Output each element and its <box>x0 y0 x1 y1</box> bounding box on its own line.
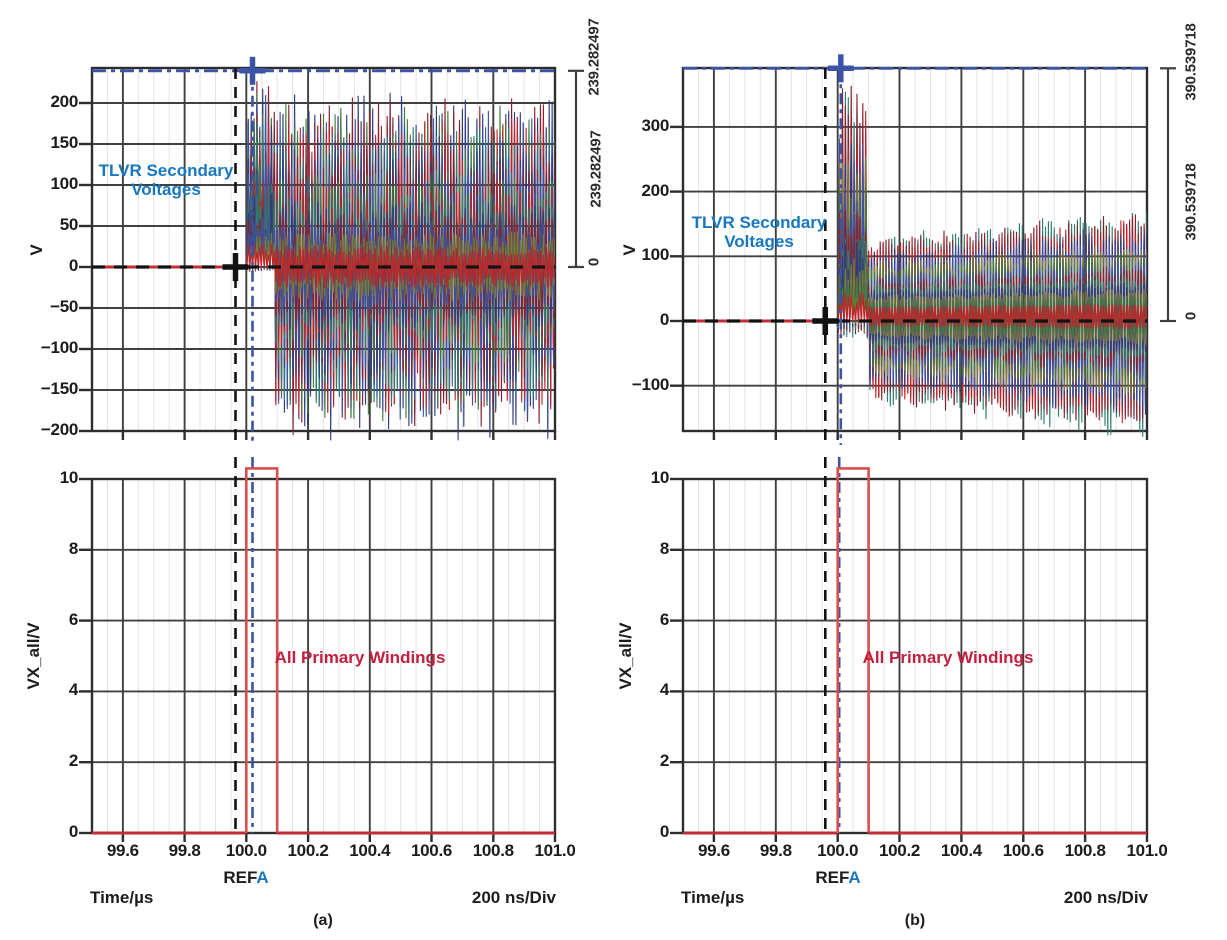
y-tick-label: 100 <box>50 174 79 193</box>
y-tick-label: 10 <box>650 468 670 487</box>
y-axis-title-voltage-b: V <box>620 244 639 256</box>
x-tick-label: 100.2 <box>879 841 921 860</box>
ref-label-suffix: A <box>848 868 861 887</box>
timebase-label-a: 200 ns/Div <box>471 888 556 907</box>
measurement-top-value-a: 239.282497 <box>585 18 603 96</box>
measurement-span-value-a: 239.282497 <box>587 130 605 208</box>
x-tick-label: 99.8 <box>759 841 792 860</box>
y-tick-label: 6 <box>68 609 78 629</box>
panel-caption-b: (b) <box>904 912 926 929</box>
y-tick-label: 6 <box>659 609 669 629</box>
y-tick-label: −150 <box>40 379 78 398</box>
y-tick-label: 8 <box>68 538 78 558</box>
primary-windings-label-b: All Primary Windings <box>862 648 1034 667</box>
y-axis-title-vx-b: VX_all/V <box>616 622 635 690</box>
primary-windings-label-a: All Primary Windings <box>274 648 446 667</box>
y-tick-label: 150 <box>50 133 79 152</box>
tlvr-label-line1: TLVR Secondary <box>691 213 827 232</box>
ref-label-prefix: REF <box>815 868 849 887</box>
y-tick-label: 50 <box>59 215 79 234</box>
tlvr-label-line2: Voltages <box>724 232 794 251</box>
y-tick-label: 0 <box>659 822 669 841</box>
y-tick-label: 0 <box>68 256 78 275</box>
tlvr-label-line2: Voltages <box>131 180 201 199</box>
x-tick-label: 101.0 <box>1126 841 1168 860</box>
tlvr-secondary-label-a: TLVR Secondary Voltages <box>66 161 266 199</box>
x-tick-label: 99.8 <box>168 841 201 860</box>
y-tick-label: 2 <box>659 751 669 771</box>
ref-label-prefix: REF <box>223 868 257 887</box>
panel-caption-a: (a) <box>313 912 333 929</box>
x-tick-label: 100.0 <box>817 841 859 860</box>
time-axis-label-a: Time/µs <box>90 888 154 907</box>
y-tick-label: 10 <box>59 468 79 487</box>
y-tick-label: 0 <box>68 822 78 841</box>
y-axis-title-vx-a: VX_all/V <box>24 622 43 690</box>
measurement-zero-value-a: 0 <box>585 257 603 267</box>
measurement-span-value-b: 390.539718 <box>1182 163 1200 241</box>
y-tick-label: 4 <box>68 680 78 700</box>
y-tick-label: 100 <box>641 245 670 265</box>
x-tick-label: 100.6 <box>1002 841 1044 860</box>
x-tick-label: 100.4 <box>940 841 982 860</box>
y-tick-label: 2 <box>68 751 78 771</box>
tlvr-label-line1: TLVR Secondary <box>98 161 234 180</box>
x-tick-label: 100.8 <box>1064 841 1106 860</box>
y-tick-label: 0 <box>659 310 669 329</box>
y-tick-label: 300 <box>641 115 670 135</box>
ref-label-suffix: A <box>256 868 269 887</box>
x-tick-label: 99.6 <box>106 841 139 860</box>
measurement-zero-value-b: 0 <box>1182 311 1200 321</box>
x-tick-label: 100.4 <box>349 841 391 860</box>
y-axis-title-voltage-a: V <box>27 244 46 256</box>
y-tick-label: −50 <box>50 297 78 316</box>
y-tick-label: −100 <box>631 374 669 394</box>
x-tick-label: 101.0 <box>534 841 576 860</box>
x-tick-label: 100.2 <box>287 841 329 860</box>
x-tick-label: 100.0 <box>225 841 267 860</box>
measurement-top-value-b: 390.539718 <box>1182 23 1200 101</box>
x-tick-label: 100.8 <box>472 841 514 860</box>
ref-cursor-label-b: REFA <box>778 868 898 888</box>
x-tick-label: 99.6 <box>697 841 730 860</box>
ref-cursor-label-a: REFA <box>186 868 306 888</box>
y-tick-label: 200 <box>641 180 670 200</box>
y-tick-label: −200 <box>40 420 78 439</box>
y-tick-label: 200 <box>50 92 79 111</box>
tlvr-secondary-label-b: TLVR Secondary Voltages <box>659 213 859 251</box>
time-axis-label-b: Time/µs <box>681 888 745 907</box>
x-tick-label: 100.6 <box>411 841 453 860</box>
timebase-label-b: 200 ns/Div <box>1063 888 1148 907</box>
y-tick-label: 8 <box>659 538 669 558</box>
y-tick-label: 4 <box>659 680 669 700</box>
y-tick-label: −100 <box>40 338 78 357</box>
